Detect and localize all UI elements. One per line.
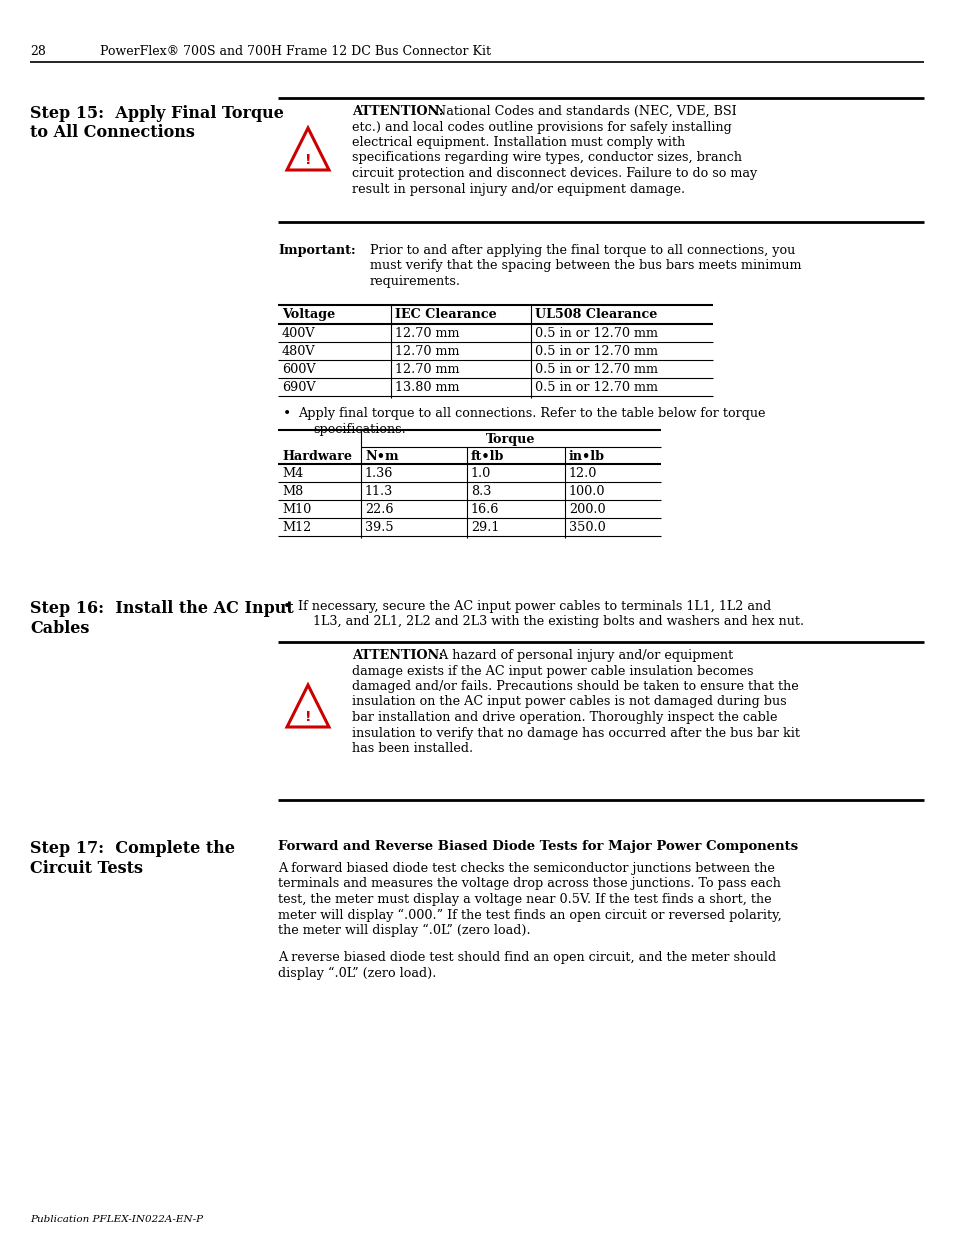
Text: meter will display “.000.” If the test finds an open circuit or reversed polarit: meter will display “.000.” If the test f… [277,909,781,921]
Text: National Codes and standards (NEC, VDE, BSI: National Codes and standards (NEC, VDE, … [431,105,736,119]
Text: Hardware: Hardware [282,450,352,463]
Text: specifications.: specifications. [313,422,405,436]
Text: in•lb: in•lb [568,450,604,463]
Text: Prior to and after applying the final torque to all connections, you: Prior to and after applying the final to… [370,245,795,257]
Text: M4: M4 [282,467,303,480]
Text: 16.6: 16.6 [471,503,498,516]
Text: 200.0: 200.0 [568,503,605,516]
Text: 8.3: 8.3 [471,485,491,498]
Text: Step 17:  Complete the: Step 17: Complete the [30,840,234,857]
Text: 600V: 600V [282,363,315,375]
Text: 0.5 in or 12.70 mm: 0.5 in or 12.70 mm [535,327,658,340]
Text: Publication PFLEX-IN022A-EN-P: Publication PFLEX-IN022A-EN-P [30,1215,203,1224]
Text: terminals and measures the voltage drop across those junctions. To pass each: terminals and measures the voltage drop … [277,878,781,890]
Polygon shape [287,128,329,170]
Text: the meter will display “.0L” (zero load).: the meter will display “.0L” (zero load)… [277,924,530,937]
Text: Important:: Important: [277,245,355,257]
Text: N•m: N•m [365,450,398,463]
Text: 12.70 mm: 12.70 mm [395,345,459,358]
Text: 0.5 in or 12.70 mm: 0.5 in or 12.70 mm [535,382,658,394]
Text: Circuit Tests: Circuit Tests [30,860,143,877]
Text: 29.1: 29.1 [471,521,498,534]
Text: M10: M10 [282,503,311,516]
Text: A reverse biased diode test should find an open circuit, and the meter should: A reverse biased diode test should find … [277,951,776,965]
Text: !: ! [304,153,311,167]
Text: ft•lb: ft•lb [471,450,504,463]
Text: result in personal injury and/or equipment damage.: result in personal injury and/or equipme… [352,183,684,195]
Text: 1L3, and 2L1, 2L2 and 2L3 with the existing bolts and washers and hex nut.: 1L3, and 2L1, 2L2 and 2L3 with the exist… [313,615,803,629]
Text: M8: M8 [282,485,303,498]
Text: 480V: 480V [282,345,315,358]
Text: test, the meter must display a voltage near 0.5V. If the test finds a short, the: test, the meter must display a voltage n… [277,893,771,906]
Text: !: ! [304,710,311,724]
Text: 28: 28 [30,44,46,58]
Text: 12.70 mm: 12.70 mm [395,363,459,375]
Text: ATTENTION:: ATTENTION: [352,650,443,662]
Text: Step 15:  Apply Final Torque: Step 15: Apply Final Torque [30,105,284,122]
Text: IEC Clearance: IEC Clearance [395,308,497,321]
Text: must verify that the spacing between the bus bars meets minimum: must verify that the spacing between the… [370,259,801,273]
Text: Forward and Reverse Biased Diode Tests for Major Power Components: Forward and Reverse Biased Diode Tests f… [277,840,798,853]
Text: 1.0: 1.0 [471,467,491,480]
Text: 11.3: 11.3 [365,485,393,498]
Text: damaged and/or fails. Precautions should be taken to ensure that the: damaged and/or fails. Precautions should… [352,680,798,693]
Text: bar installation and drive operation. Thoroughly inspect the cable: bar installation and drive operation. Th… [352,711,777,724]
Text: requirements.: requirements. [370,275,460,288]
Text: 12.70 mm: 12.70 mm [395,327,459,340]
Text: 1.36: 1.36 [365,467,393,480]
Text: 690V: 690V [282,382,315,394]
Text: electrical equipment. Installation must comply with: electrical equipment. Installation must … [352,136,684,149]
Text: ATTENTION:: ATTENTION: [352,105,443,119]
Text: etc.) and local codes outline provisions for safely installing: etc.) and local codes outline provisions… [352,121,731,133]
Text: UL508 Clearance: UL508 Clearance [535,308,657,321]
Text: PowerFlex® 700S and 700H Frame 12 DC Bus Connector Kit: PowerFlex® 700S and 700H Frame 12 DC Bus… [100,44,491,58]
Text: display “.0L” (zero load).: display “.0L” (zero load). [277,967,436,981]
Text: A forward biased diode test checks the semiconductor junctions between the: A forward biased diode test checks the s… [277,862,774,876]
Text: insulation to verify that no damage has occurred after the bus bar kit: insulation to verify that no damage has … [352,726,800,740]
Text: M12: M12 [282,521,311,534]
Text: 350.0: 350.0 [568,521,605,534]
Text: 100.0: 100.0 [568,485,605,498]
Text: damage exists if the AC input power cable insulation becomes: damage exists if the AC input power cabl… [352,664,753,678]
Text: has been installed.: has been installed. [352,742,473,755]
Text: Voltage: Voltage [282,308,335,321]
Text: specifications regarding wire types, conductor sizes, branch: specifications regarding wire types, con… [352,152,741,164]
Text: circuit protection and disconnect devices. Failure to do so may: circuit protection and disconnect device… [352,167,757,180]
Text: •: • [283,408,291,421]
Text: insulation on the AC input power cables is not damaged during bus: insulation on the AC input power cables … [352,695,786,709]
Text: 13.80 mm: 13.80 mm [395,382,459,394]
Text: Apply final torque to all connections. Refer to the table below for torque: Apply final torque to all connections. R… [297,408,764,420]
Polygon shape [287,685,329,727]
Text: 400V: 400V [282,327,315,340]
Text: Cables: Cables [30,620,90,637]
Text: to All Connections: to All Connections [30,124,194,141]
Text: Torque: Torque [486,433,536,446]
Text: 0.5 in or 12.70 mm: 0.5 in or 12.70 mm [535,345,658,358]
Text: 39.5: 39.5 [365,521,394,534]
Text: A hazard of personal injury and/or equipment: A hazard of personal injury and/or equip… [431,650,733,662]
Text: 22.6: 22.6 [365,503,393,516]
Text: •: • [283,600,291,614]
Text: 12.0: 12.0 [568,467,597,480]
Text: Step 16:  Install the AC Input: Step 16: Install the AC Input [30,600,294,618]
Text: 0.5 in or 12.70 mm: 0.5 in or 12.70 mm [535,363,658,375]
Text: If necessary, secure the AC input power cables to terminals 1L1, 1L2 and: If necessary, secure the AC input power … [297,600,770,613]
